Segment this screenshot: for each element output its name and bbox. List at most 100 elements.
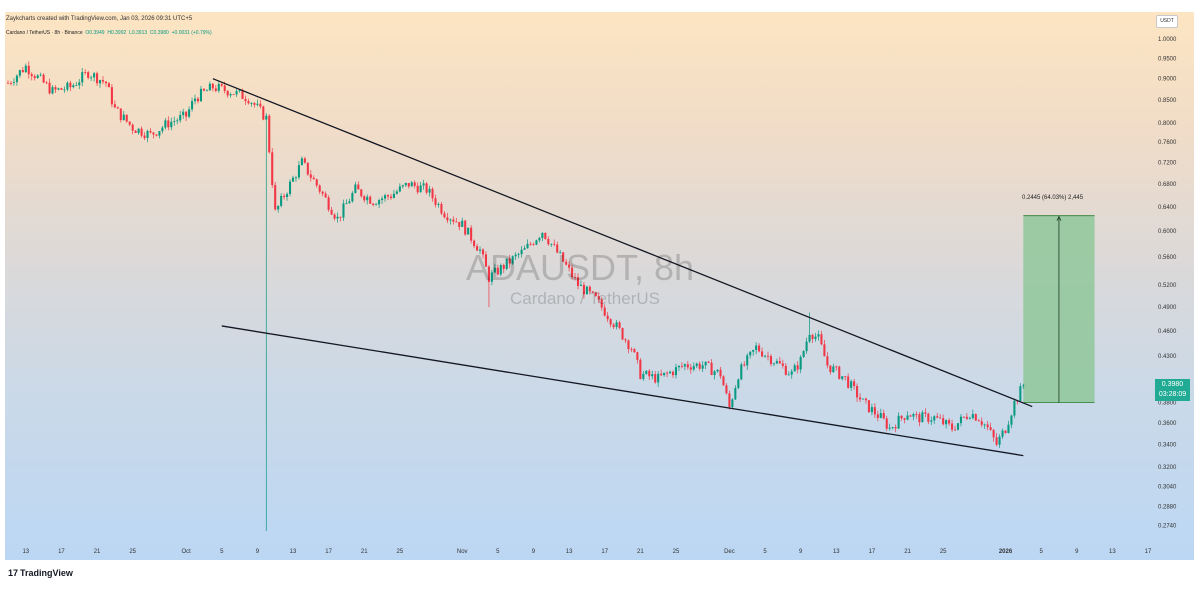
candle-body: [413, 182, 416, 186]
candle-body: [333, 214, 336, 219]
candle-body: [410, 182, 413, 187]
candle-body: [594, 292, 597, 297]
candle: [268, 114, 271, 154]
candle: [87, 70, 90, 80]
candle: [989, 422, 992, 431]
candle: [710, 359, 713, 376]
candle: [847, 373, 850, 389]
candle: [924, 408, 927, 418]
candle-body: [185, 111, 188, 117]
candle: [9, 80, 13, 86]
candle: [897, 412, 900, 429]
high-value: H0.3992: [107, 30, 127, 36]
candle-body: [861, 398, 865, 400]
candle-body: [294, 177, 298, 179]
candle: [125, 114, 128, 123]
candle-body: [271, 152, 274, 186]
candle: [873, 403, 876, 418]
candle: [823, 339, 826, 357]
candle-body: [648, 370, 651, 377]
candle: [772, 362, 775, 367]
candle: [140, 126, 143, 138]
candle-body: [576, 277, 580, 286]
candle: [636, 351, 639, 364]
candle: [173, 116, 176, 126]
candle-body: [36, 75, 39, 79]
candle-body: [81, 72, 84, 83]
candle: [654, 370, 657, 384]
candle-body: [986, 424, 989, 428]
candle: [57, 87, 60, 91]
candle: [232, 94, 235, 96]
candle: [588, 285, 591, 295]
candle: [291, 175, 295, 182]
candle-body: [627, 340, 630, 350]
candle-body: [903, 418, 906, 420]
candle-body: [850, 381, 853, 388]
candle: [576, 273, 580, 290]
candle: [603, 304, 606, 317]
candle-body: [621, 328, 624, 340]
candle-body: [951, 423, 954, 430]
candle: [455, 217, 458, 223]
candle-body: [867, 400, 870, 413]
candle-body: [992, 429, 995, 438]
candle-body: [27, 65, 30, 75]
candle-body: [725, 385, 728, 394]
candle: [202, 88, 205, 92]
candle-body: [416, 185, 419, 193]
candle: [585, 285, 588, 295]
symbol-label[interactable]: Cardano / TetherUS · 8h · Binance: [6, 30, 83, 36]
candle: [229, 92, 232, 98]
candle: [683, 363, 686, 371]
candle-body: [719, 369, 722, 377]
candle-body: [297, 165, 300, 178]
candle-body: [965, 416, 968, 419]
candle: [508, 254, 511, 269]
candle-body: [318, 185, 321, 192]
candle-body: [288, 181, 292, 195]
candle-body: [829, 365, 832, 373]
candle: [799, 355, 802, 374]
candle-body: [835, 366, 838, 368]
candle: [974, 413, 977, 422]
candle-body: [395, 191, 398, 194]
candle-body: [873, 407, 876, 415]
candle: [476, 243, 479, 251]
candle: [971, 409, 974, 420]
change-value: +0.0031 (+0.79%): [171, 30, 212, 36]
candle-body: [956, 423, 960, 430]
candle: [113, 100, 116, 109]
candle: [826, 352, 829, 369]
candle: [951, 419, 954, 432]
candle-body: [15, 75, 18, 83]
candle-body: [149, 130, 152, 133]
candle: [1001, 428, 1004, 440]
candle: [470, 225, 473, 244]
candle: [15, 74, 18, 86]
candle-body: [467, 227, 470, 235]
y-tick-label: 0.2880: [1158, 505, 1177, 511]
candle: [149, 128, 152, 134]
x-axis[interactable]: 13 17 21 25 Oct 5 9 13 17 21 25 Nov 5 9 13 17 21 25 Dec 5 9 1…: [22, 549, 1152, 555]
currency-selector[interactable]: USDT: [1156, 15, 1178, 28]
candle: [600, 297, 603, 311]
candle-body: [464, 220, 467, 235]
last-price-tag: 0.3980 03:28:09: [1155, 379, 1190, 401]
x-tick-label: 25: [940, 549, 947, 555]
candle: [867, 400, 870, 413]
chart-area[interactable]: [5, 12, 1194, 560]
candle-body: [449, 219, 452, 221]
candle: [582, 282, 585, 299]
candle-body: [823, 344, 826, 357]
candle-body: [24, 65, 27, 73]
tradingview-logo[interactable]: 17 TradingView: [8, 568, 73, 578]
candle: [461, 217, 464, 227]
candle-body: [844, 376, 847, 378]
y-axis[interactable]: 1.0000 0.9500 0.9000 0.8500 0.8000 0.7600 0.72…: [1158, 37, 1177, 529]
candle: [725, 383, 728, 395]
y-tick-label: 0.6000: [1158, 229, 1177, 235]
candle: [464, 219, 467, 236]
